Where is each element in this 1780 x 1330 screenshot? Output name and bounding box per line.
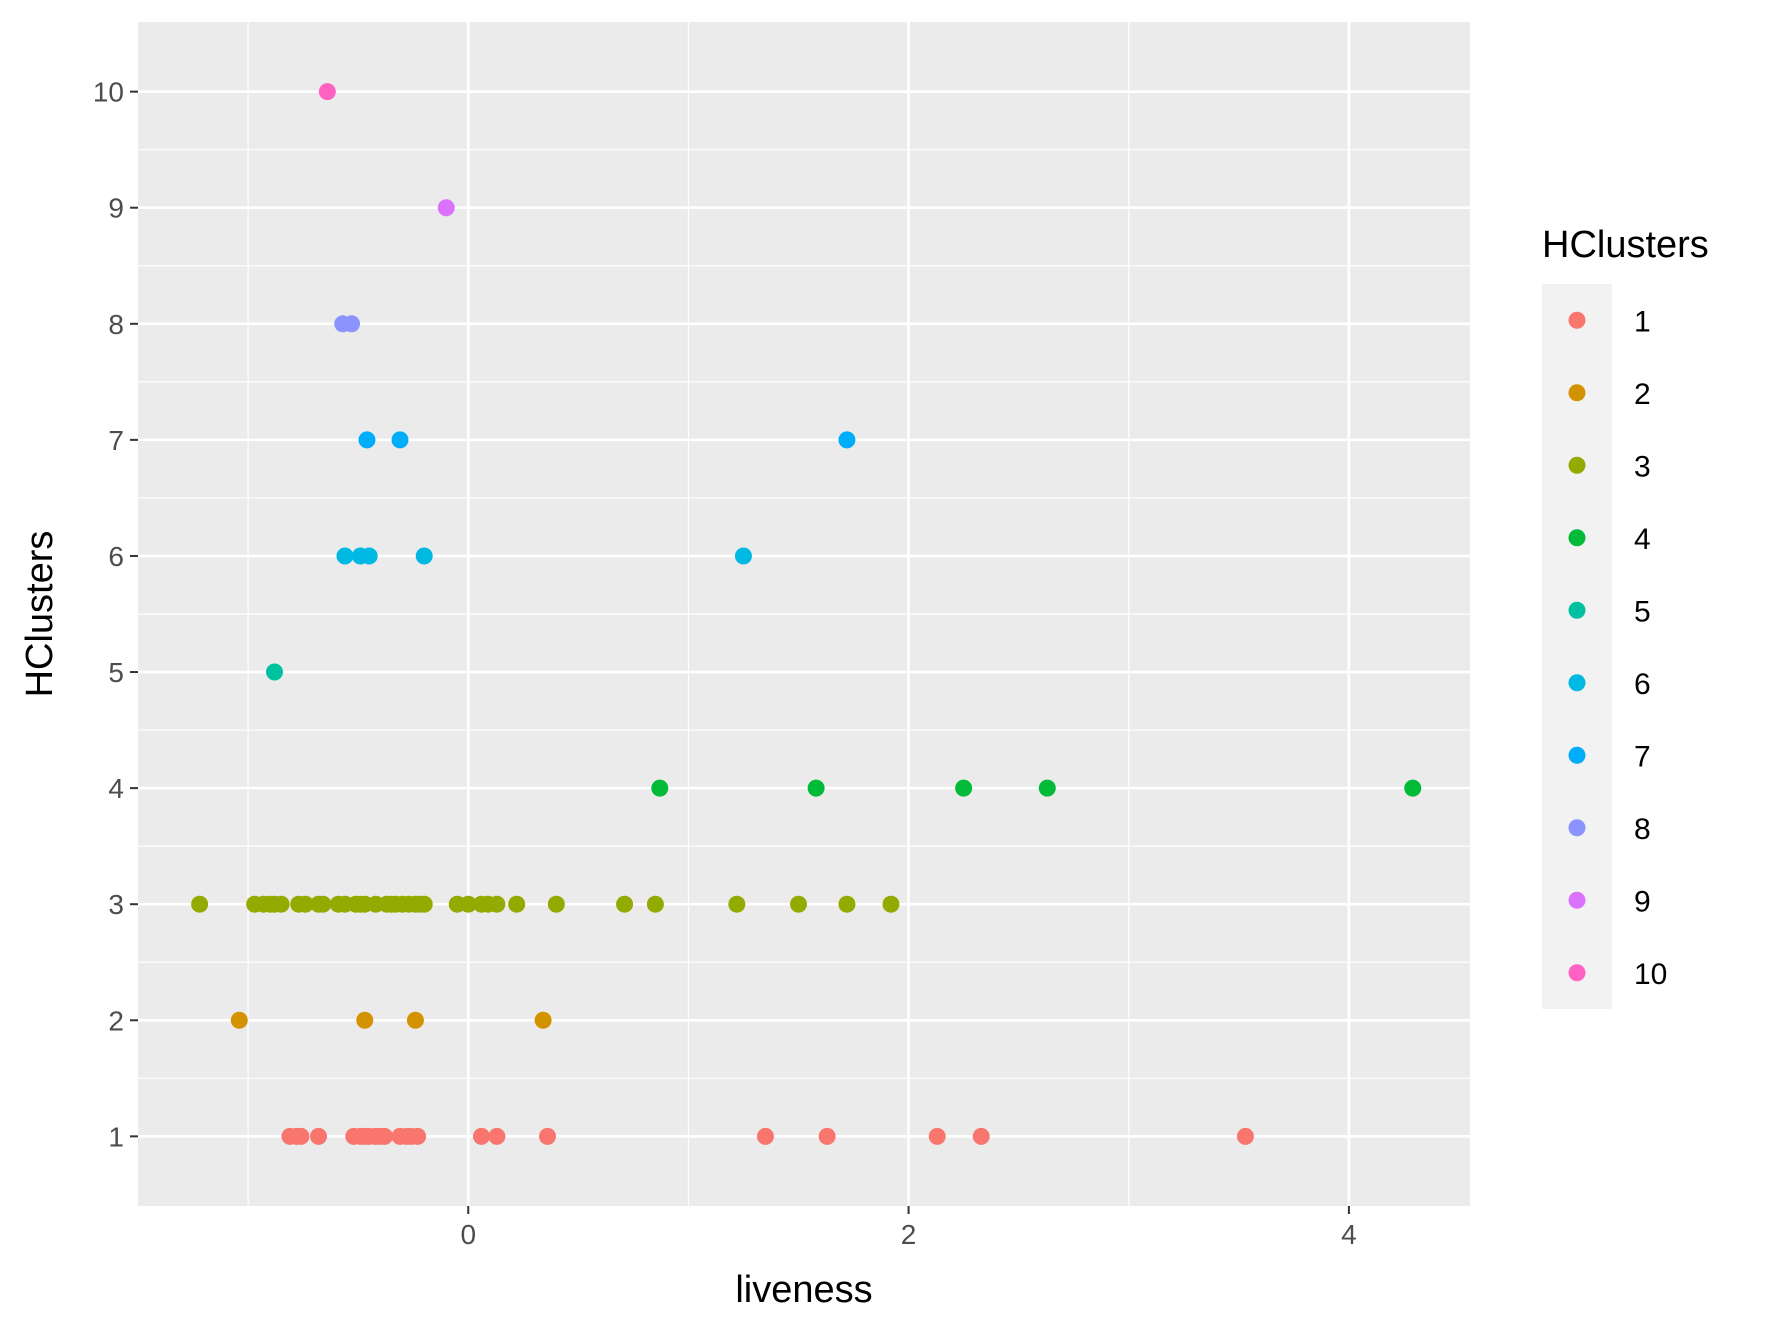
y-tick-label: 3 [108, 889, 124, 920]
data-point-cluster-7 [358, 431, 376, 449]
data-point-cluster-4 [807, 779, 825, 797]
data-point-cluster-1 [1236, 1127, 1254, 1145]
legend-key-cluster-3 [1568, 456, 1586, 474]
legend-label-cluster-6: 6 [1634, 668, 1651, 701]
data-point-cluster-1 [756, 1127, 774, 1145]
legend-key-cluster-8 [1568, 819, 1586, 837]
y-axis-title: HClusters [19, 531, 61, 698]
data-point-cluster-2 [406, 1011, 424, 1029]
data-point-cluster-2 [356, 1011, 374, 1029]
data-point-cluster-3 [314, 895, 332, 913]
data-point-cluster-4 [1038, 779, 1056, 797]
x-tick-label: 0 [460, 1219, 476, 1250]
legend-key-cluster-2 [1568, 384, 1586, 402]
legend-key-cluster-7 [1568, 746, 1586, 764]
data-point-cluster-7 [391, 431, 409, 449]
data-point-cluster-8 [343, 315, 361, 333]
data-point-cluster-3 [459, 895, 477, 913]
y-tick-label: 7 [108, 425, 124, 456]
legend-label-cluster-3: 3 [1634, 450, 1651, 483]
data-point-cluster-1 [409, 1127, 427, 1145]
x-tick-label: 4 [1341, 1219, 1357, 1250]
legend-label-cluster-2: 2 [1634, 378, 1651, 411]
data-point-cluster-1 [818, 1127, 836, 1145]
y-tick-label: 1 [108, 1121, 124, 1152]
legend-key-cluster-10 [1568, 964, 1586, 982]
data-point-cluster-3 [296, 895, 314, 913]
y-tick-label: 9 [108, 193, 124, 224]
data-point-cluster-1 [310, 1127, 328, 1145]
data-point-cluster-3 [191, 895, 209, 913]
legend-key-cluster-9 [1568, 891, 1586, 909]
data-point-cluster-6 [734, 547, 752, 565]
legend-key-cluster-4 [1568, 529, 1586, 547]
data-point-cluster-2 [534, 1011, 552, 1029]
minor-gridlines [138, 22, 1470, 1206]
data-point-cluster-2 [230, 1011, 248, 1029]
data-point-cluster-3 [838, 895, 856, 913]
legend-label-cluster-8: 8 [1634, 813, 1651, 846]
y-tick-label: 2 [108, 1005, 124, 1036]
data-point-cluster-1 [928, 1127, 946, 1145]
data-point-cluster-3 [882, 895, 900, 913]
legend-label-cluster-9: 9 [1634, 885, 1651, 918]
data-point-cluster-3 [547, 895, 565, 913]
data-point-cluster-4 [651, 779, 669, 797]
data-point-cluster-3 [646, 895, 664, 913]
legend-key-cluster-6 [1568, 674, 1586, 692]
data-point-cluster-9 [437, 199, 455, 217]
data-point-cluster-6 [336, 547, 354, 565]
data-point-cluster-3 [616, 895, 634, 913]
data-point-cluster-3 [789, 895, 807, 913]
data-point-cluster-1 [972, 1127, 990, 1145]
legend-key-cluster-1 [1568, 311, 1586, 329]
legend-label-cluster-10: 10 [1634, 958, 1667, 991]
data-point-cluster-5 [266, 663, 284, 681]
legend-key-cluster-5 [1568, 601, 1586, 619]
y-tick-label: 4 [108, 773, 124, 804]
legend-label-cluster-7: 7 [1634, 740, 1651, 773]
data-points [191, 83, 1422, 1145]
legend-label-cluster-1: 1 [1634, 305, 1651, 338]
data-point-cluster-3 [415, 895, 433, 913]
legend-items: 1 2 3 4 5 6 7 8 9 10 [1568, 305, 1667, 991]
legend-label-cluster-5: 5 [1634, 595, 1651, 628]
data-point-cluster-7 [838, 431, 856, 449]
data-point-cluster-1 [376, 1127, 394, 1145]
x-axis-title: liveness [735, 1269, 872, 1311]
x-axis: 0 2 4 [460, 1206, 1357, 1250]
data-point-cluster-1 [292, 1127, 310, 1145]
y-tick-label: 8 [108, 309, 124, 340]
legend-label-cluster-4: 4 [1634, 523, 1651, 556]
data-point-cluster-4 [1404, 779, 1422, 797]
legend: HClusters 1 2 3 4 5 6 7 8 9 10 [1542, 224, 1709, 1009]
y-tick-label: 6 [108, 541, 124, 572]
y-tick-label: 5 [108, 657, 124, 688]
data-point-cluster-3 [508, 895, 526, 913]
data-point-cluster-3 [728, 895, 746, 913]
y-tick-label: 10 [93, 77, 124, 108]
x-tick-label: 2 [901, 1219, 917, 1250]
legend-key-background [1542, 284, 1612, 1009]
data-point-cluster-3 [272, 895, 290, 913]
y-axis: 1 2 3 4 5 6 7 8 9 10 [93, 77, 138, 1152]
data-point-cluster-6 [415, 547, 433, 565]
data-point-cluster-4 [955, 779, 973, 797]
data-point-cluster-10 [318, 83, 336, 101]
data-point-cluster-1 [472, 1127, 490, 1145]
legend-title: HClusters [1542, 224, 1709, 266]
data-point-cluster-1 [488, 1127, 506, 1145]
data-point-cluster-1 [539, 1127, 557, 1145]
data-point-cluster-6 [360, 547, 378, 565]
data-point-cluster-3 [488, 895, 506, 913]
